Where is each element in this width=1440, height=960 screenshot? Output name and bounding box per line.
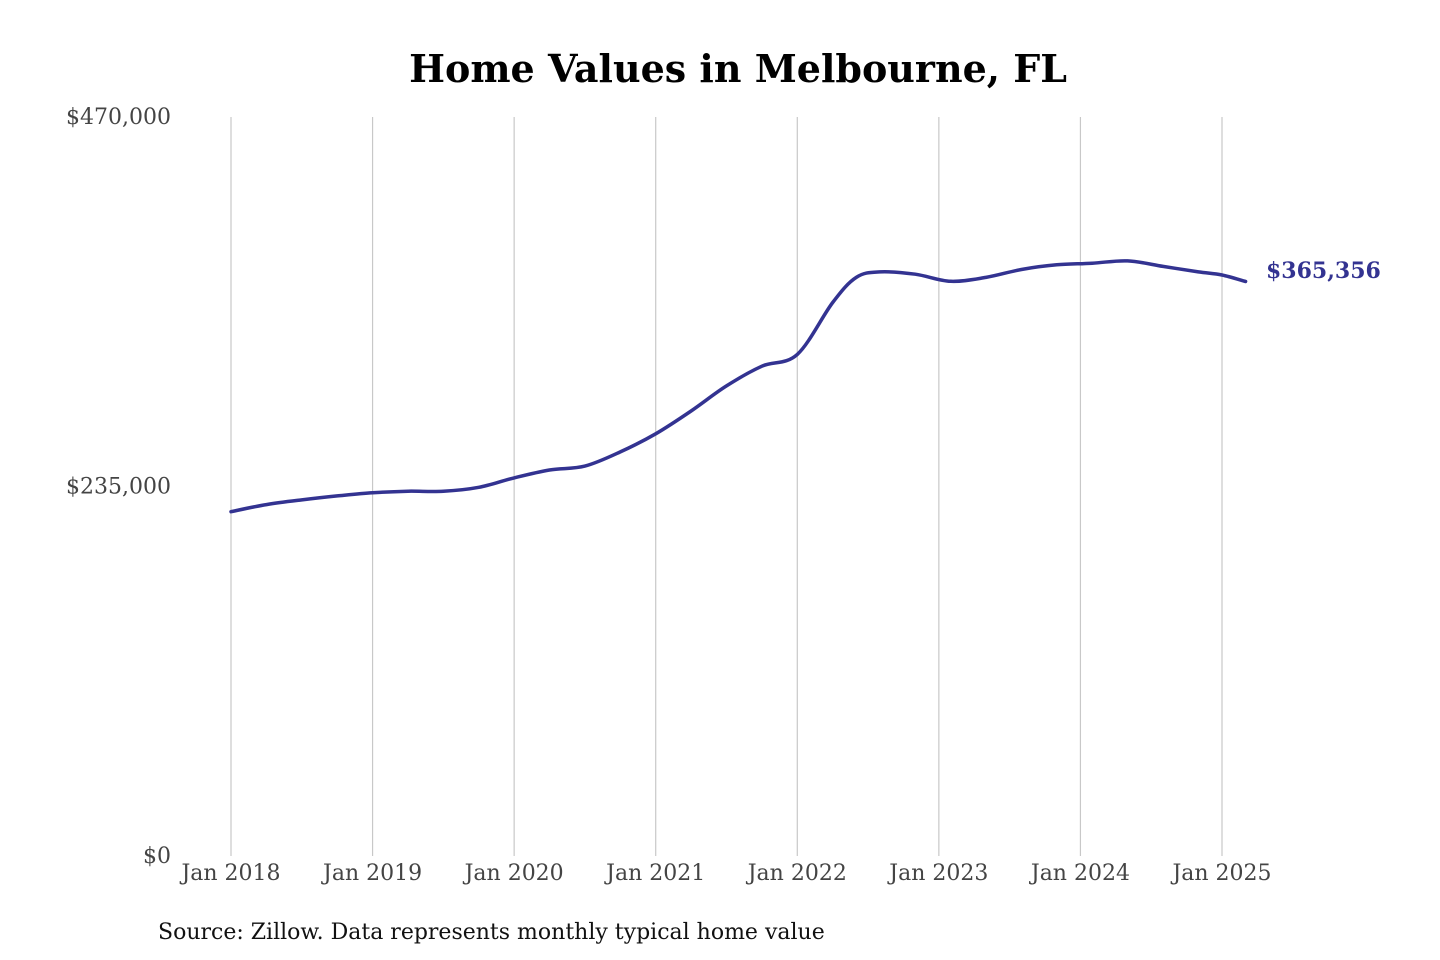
last-value-label: $365,356	[1266, 258, 1381, 284]
y-axis-tick-labels: $0 $235,000 $470,000	[66, 105, 171, 869]
source-note: Source: Zillow. Data represents monthly …	[158, 920, 825, 945]
x-tick-label: Jan 2025	[1170, 861, 1271, 886]
y-tick-label: $470,000	[66, 105, 171, 130]
chart-title: Home Values in Melbourne, FL	[409, 46, 1067, 91]
y-tick-label: $235,000	[66, 475, 171, 500]
series-layer	[229, 259, 1248, 514]
x-tick-label: Jan 2019	[321, 861, 422, 886]
x-tick-label: Jan 2021	[604, 861, 705, 886]
x-tick-label: Jan 2023	[887, 861, 988, 886]
x-axis-tick-labels: Jan 2018 Jan 2019 Jan 2020 Jan 2021 Jan 2022…	[179, 861, 1271, 886]
gridlines	[230, 117, 1223, 856]
home-value-line	[229, 259, 1248, 514]
x-tick-label: Jan 2024	[1029, 861, 1130, 886]
y-tick-label: $0	[143, 844, 171, 869]
x-tick-label: Jan 2020	[463, 861, 564, 886]
x-tick-label: Jan 2022	[746, 861, 847, 886]
x-tick-label: Jan 2018	[179, 861, 280, 886]
